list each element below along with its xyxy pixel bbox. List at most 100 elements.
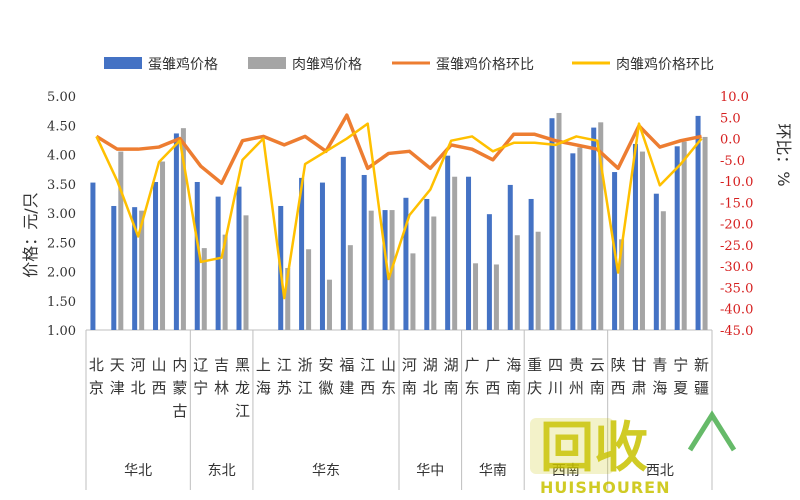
y-tick-label: 2.50 xyxy=(47,236,76,251)
category-label: 四川 xyxy=(548,356,563,397)
bar-broiler-chick xyxy=(201,248,207,330)
bar-broiler-chick xyxy=(702,136,708,330)
bar-egg-chick xyxy=(319,182,325,330)
line-broiler-chick-mom xyxy=(95,122,703,300)
x-axis: 北京天津河北山西内蒙古辽宁吉林黑龙江上海江苏浙江安徽福建江西山东河南湖北湖南广东… xyxy=(85,330,713,490)
category-label: 浙江 xyxy=(298,356,313,397)
y2-axis-title: 环比：% xyxy=(774,123,793,186)
y2-tick-label: 0.0 xyxy=(720,133,741,148)
bar-egg-chick xyxy=(299,177,305,330)
bar-egg-chick xyxy=(549,118,555,330)
bar-egg-chick xyxy=(132,207,138,330)
bar-broiler-chick xyxy=(452,176,458,330)
category-label: 山东 xyxy=(381,356,396,397)
bar-egg-chick xyxy=(90,182,96,330)
category-label: 贵州 xyxy=(569,356,584,397)
category-label: 福建 xyxy=(339,356,354,397)
legend-swatch xyxy=(248,57,286,69)
bar-egg-chick xyxy=(424,198,430,330)
bar-egg-chick xyxy=(340,156,346,330)
bar-broiler-chick xyxy=(681,141,687,330)
category-label: 湖南 xyxy=(444,356,459,397)
region-label: 华中 xyxy=(416,463,444,479)
y2-tick-label: 5.0 xyxy=(720,111,741,126)
bar-egg-chick xyxy=(236,186,242,330)
y-tick-label: 3.50 xyxy=(47,178,76,193)
category-label: 江西 xyxy=(360,356,375,397)
bar-broiler-chick xyxy=(180,128,186,330)
y2-tick-label: -20.0 xyxy=(720,218,753,233)
bar-broiler-chick xyxy=(473,263,479,330)
legend-label: 肉雏鸡价格 xyxy=(292,56,362,73)
bar-egg-chick xyxy=(194,181,200,330)
bar-egg-chick xyxy=(153,181,159,330)
legend-label: 蛋雏鸡价格 xyxy=(148,56,218,73)
bar-broiler-chick xyxy=(326,279,332,330)
y-tick-label: 5.00 xyxy=(47,90,76,105)
bar-broiler-chick xyxy=(160,161,166,330)
category-label: 广东 xyxy=(465,356,480,397)
watermark-logo: 回收 HUISHOUREN xyxy=(530,410,737,497)
lines xyxy=(95,113,703,300)
y2-tick-label: -30.0 xyxy=(720,260,753,275)
bar-broiler-chick xyxy=(556,112,562,330)
y2-tick-label: -25.0 xyxy=(720,239,753,254)
category-label: 吉林 xyxy=(214,356,229,397)
y2-tick-label: -10.0 xyxy=(720,175,753,190)
category-label: 河北 xyxy=(131,356,146,397)
legend-label: 肉雏鸡价格环比 xyxy=(616,56,714,73)
region-label: 东北 xyxy=(208,463,236,479)
y-tick-label: 1.50 xyxy=(47,295,76,310)
bar-egg-chick xyxy=(382,210,388,330)
legend: 蛋雏鸡价格 肉雏鸡价格 蛋雏鸡价格环比 肉雏鸡价格环比 xyxy=(104,56,714,73)
bar-egg-chick xyxy=(653,193,659,330)
category-label: 山西 xyxy=(152,356,167,397)
bar-broiler-chick xyxy=(222,234,228,330)
bar-egg-chick xyxy=(507,184,513,330)
bar-broiler-chick xyxy=(368,210,374,330)
category-label: 宁夏 xyxy=(673,356,688,397)
category-label: 湖北 xyxy=(423,356,438,397)
bar-broiler-chick xyxy=(577,147,583,330)
category-label: 安徽 xyxy=(318,356,333,397)
region-label: 西南 xyxy=(552,463,580,479)
bar-broiler-chick xyxy=(306,249,312,330)
bar-egg-chick xyxy=(632,143,638,330)
bar-broiler-chick xyxy=(431,216,437,330)
bar-egg-chick xyxy=(695,115,701,330)
bar-broiler-chick xyxy=(535,231,541,330)
region-label: 华东 xyxy=(312,463,340,479)
bar-egg-chick xyxy=(111,205,117,330)
bar-egg-chick xyxy=(466,176,472,330)
category-label: 江苏 xyxy=(277,356,292,397)
y-axis-title: 价格：元/只 xyxy=(21,192,40,277)
category-label: 辽宁 xyxy=(193,356,208,397)
bar-egg-chick xyxy=(445,155,451,330)
y-tick-label: 2.00 xyxy=(47,266,76,281)
category-label: 河南 xyxy=(402,356,417,397)
bar-broiler-chick xyxy=(598,122,604,330)
bar-broiler-chick xyxy=(493,264,499,330)
category-label: 天津 xyxy=(110,356,125,397)
bar-egg-chick xyxy=(674,146,680,330)
category-label: 上海 xyxy=(256,356,271,397)
bar-broiler-chick xyxy=(139,210,145,330)
category-label: 重庆 xyxy=(527,356,542,397)
bar-broiler-chick xyxy=(347,245,353,330)
bar-egg-chick xyxy=(570,153,576,330)
y2-tick-label: -45.0 xyxy=(720,324,753,339)
y2-tick-label: -15.0 xyxy=(720,196,753,211)
category-label: 海南 xyxy=(506,356,521,397)
bar-egg-chick xyxy=(528,198,534,330)
bar-broiler-chick xyxy=(514,235,520,330)
bar-egg-chick xyxy=(486,214,492,330)
legend-label: 蛋雏鸡价格环比 xyxy=(436,56,534,73)
bar-broiler-chick xyxy=(410,253,416,330)
bar-broiler-chick xyxy=(118,151,124,330)
bar-egg-chick xyxy=(361,174,367,330)
bar-egg-chick xyxy=(215,196,221,330)
bar-egg-chick xyxy=(403,197,409,330)
category-label: 北京 xyxy=(89,356,104,397)
y2-tick-label: 10.0 xyxy=(720,90,749,105)
